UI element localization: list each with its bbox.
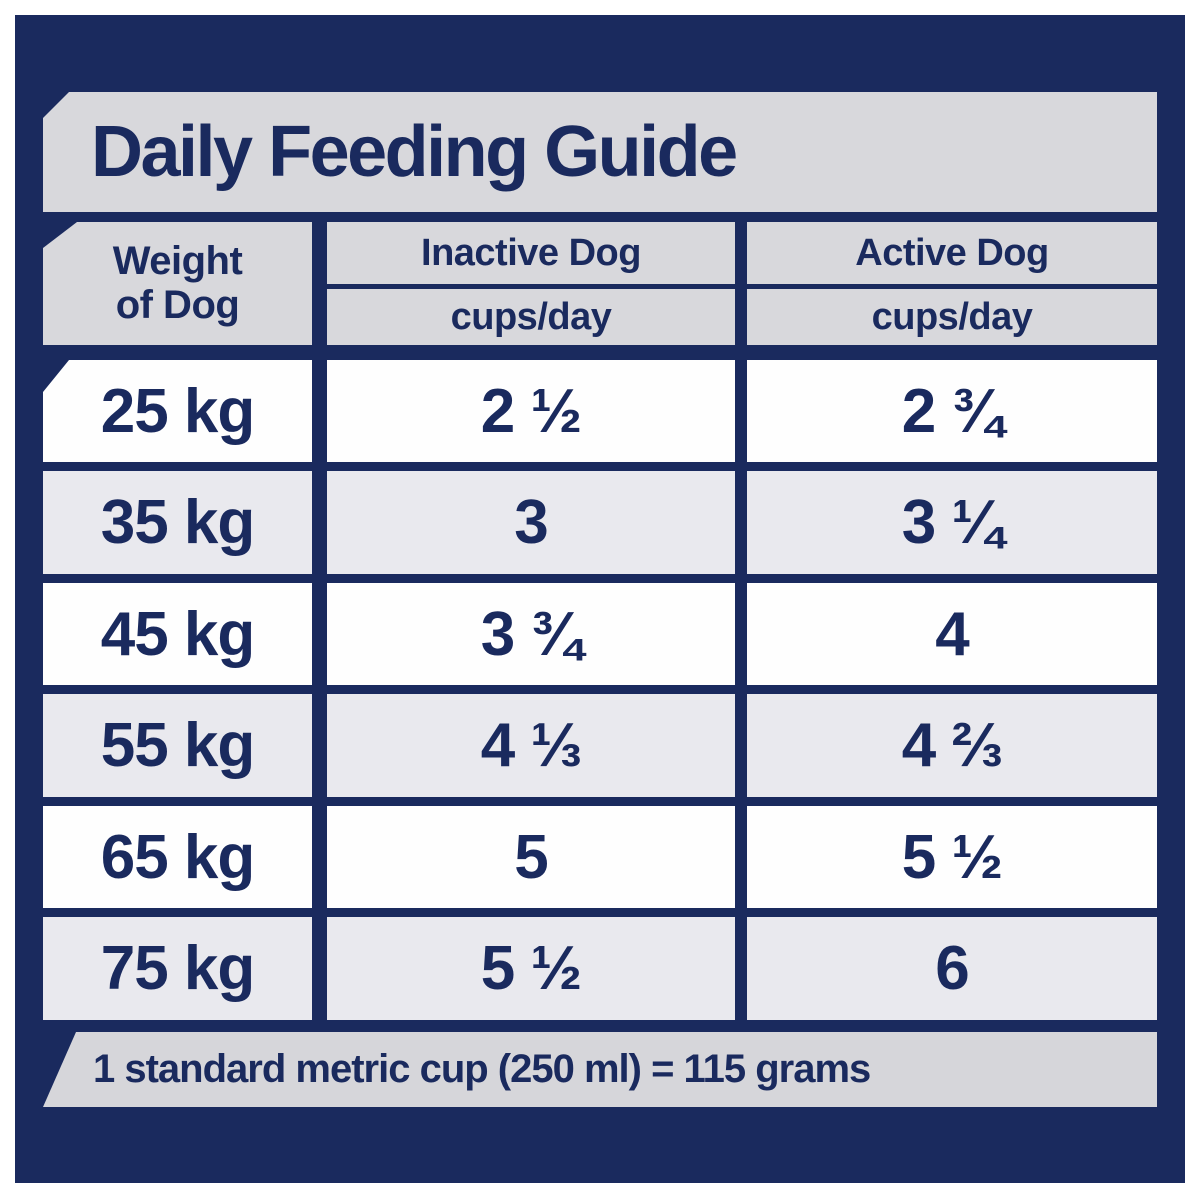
- column-header-active: Active Dog cups/day: [747, 222, 1157, 345]
- inactive-value-cell: 3: [327, 471, 735, 574]
- active-value-cell: 6: [747, 917, 1157, 1020]
- inactive-value-cell: 5: [327, 806, 735, 908]
- weight-cell: 25 kg: [43, 360, 312, 462]
- inactive-value-cell: 5 ½: [327, 917, 735, 1020]
- footnote-text: 1 standard metric cup (250 ml) = 115 gra…: [93, 1047, 871, 1091]
- title-banner: Daily Feeding Guide: [43, 92, 1157, 212]
- inactive-unit-label: cups/day: [450, 295, 612, 338]
- inactive-value-cell: 2 ½: [327, 360, 735, 462]
- active-value-cell: 3 ¼: [747, 471, 1157, 574]
- inactive-value-cell: 4 ⅓: [327, 694, 735, 797]
- inactive-value-cell: 3 ¾: [327, 583, 735, 685]
- column-header-inactive: Inactive Dog cups/day: [327, 222, 735, 345]
- weight-cell: 75 kg: [43, 917, 312, 1020]
- header-divider-line: [327, 284, 735, 289]
- active-value-cell: 4 ⅔: [747, 694, 1157, 797]
- weight-cell: 45 kg: [43, 583, 312, 685]
- active-unit-label: cups/day: [871, 295, 1033, 338]
- weight-header-line2: of Dog: [115, 282, 240, 327]
- weight-cell: 55 kg: [43, 694, 312, 797]
- column-header-weight: Weight of Dog: [43, 222, 312, 345]
- page-title: Daily Feeding Guide: [91, 112, 738, 192]
- weight-cell: 35 kg: [43, 471, 312, 574]
- feeding-table: Weight of Dog Inactive Dog cups/day Acti…: [43, 222, 1157, 1107]
- footnote-bar: 1 standard metric cup (250 ml) = 115 gra…: [43, 1032, 1157, 1107]
- active-value-cell: 2 ¾: [747, 360, 1157, 462]
- active-dog-label: Active Dog: [855, 231, 1049, 274]
- weight-header-line1: Weight: [112, 239, 243, 284]
- navy-panel: Daily Feeding Guide Weight of Dog Inacti…: [15, 15, 1185, 1183]
- inactive-dog-label: Inactive Dog: [421, 231, 641, 274]
- active-value-cell: 5 ½: [747, 806, 1157, 908]
- weight-cell: 65 kg: [43, 806, 312, 908]
- active-value-cell: 4: [747, 583, 1157, 685]
- header-divider-line: [747, 284, 1157, 289]
